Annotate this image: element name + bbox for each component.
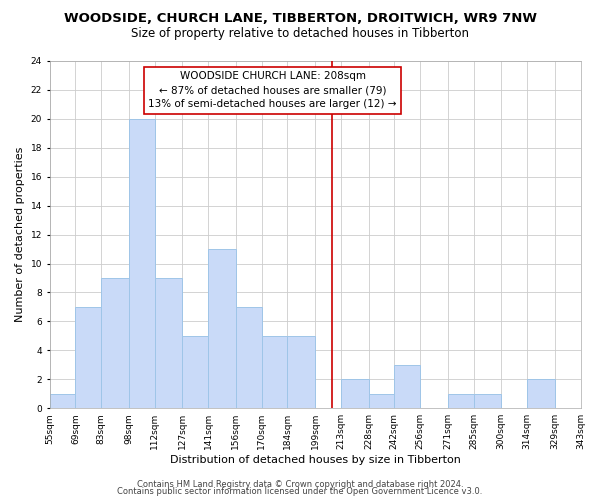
Bar: [208, 249, 236, 408]
Y-axis label: Number of detached properties: Number of detached properties: [15, 147, 25, 322]
Bar: [368, 394, 394, 408]
X-axis label: Distribution of detached houses by size in Tibberton: Distribution of detached houses by size …: [170, 455, 461, 465]
Bar: [394, 365, 420, 408]
Bar: [101, 278, 129, 408]
Bar: [182, 336, 208, 408]
Bar: [527, 380, 554, 408]
Text: Size of property relative to detached houses in Tibberton: Size of property relative to detached ho…: [131, 28, 469, 40]
Bar: [50, 394, 76, 408]
Text: Contains public sector information licensed under the Open Government Licence v3: Contains public sector information licen…: [118, 487, 482, 496]
Text: WOODSIDE CHURCH LANE: 208sqm
← 87% of detached houses are smaller (79)
13% of se: WOODSIDE CHURCH LANE: 208sqm ← 87% of de…: [148, 72, 397, 110]
Text: WOODSIDE, CHURCH LANE, TIBBERTON, DROITWICH, WR9 7NW: WOODSIDE, CHURCH LANE, TIBBERTON, DROITW…: [64, 12, 536, 26]
Bar: [287, 336, 315, 408]
Bar: [129, 119, 155, 408]
Bar: [155, 278, 182, 408]
Bar: [341, 380, 368, 408]
Bar: [236, 307, 262, 408]
Bar: [473, 394, 501, 408]
Bar: [76, 307, 101, 408]
Text: Contains HM Land Registry data © Crown copyright and database right 2024.: Contains HM Land Registry data © Crown c…: [137, 480, 463, 489]
Bar: [262, 336, 287, 408]
Bar: [448, 394, 473, 408]
